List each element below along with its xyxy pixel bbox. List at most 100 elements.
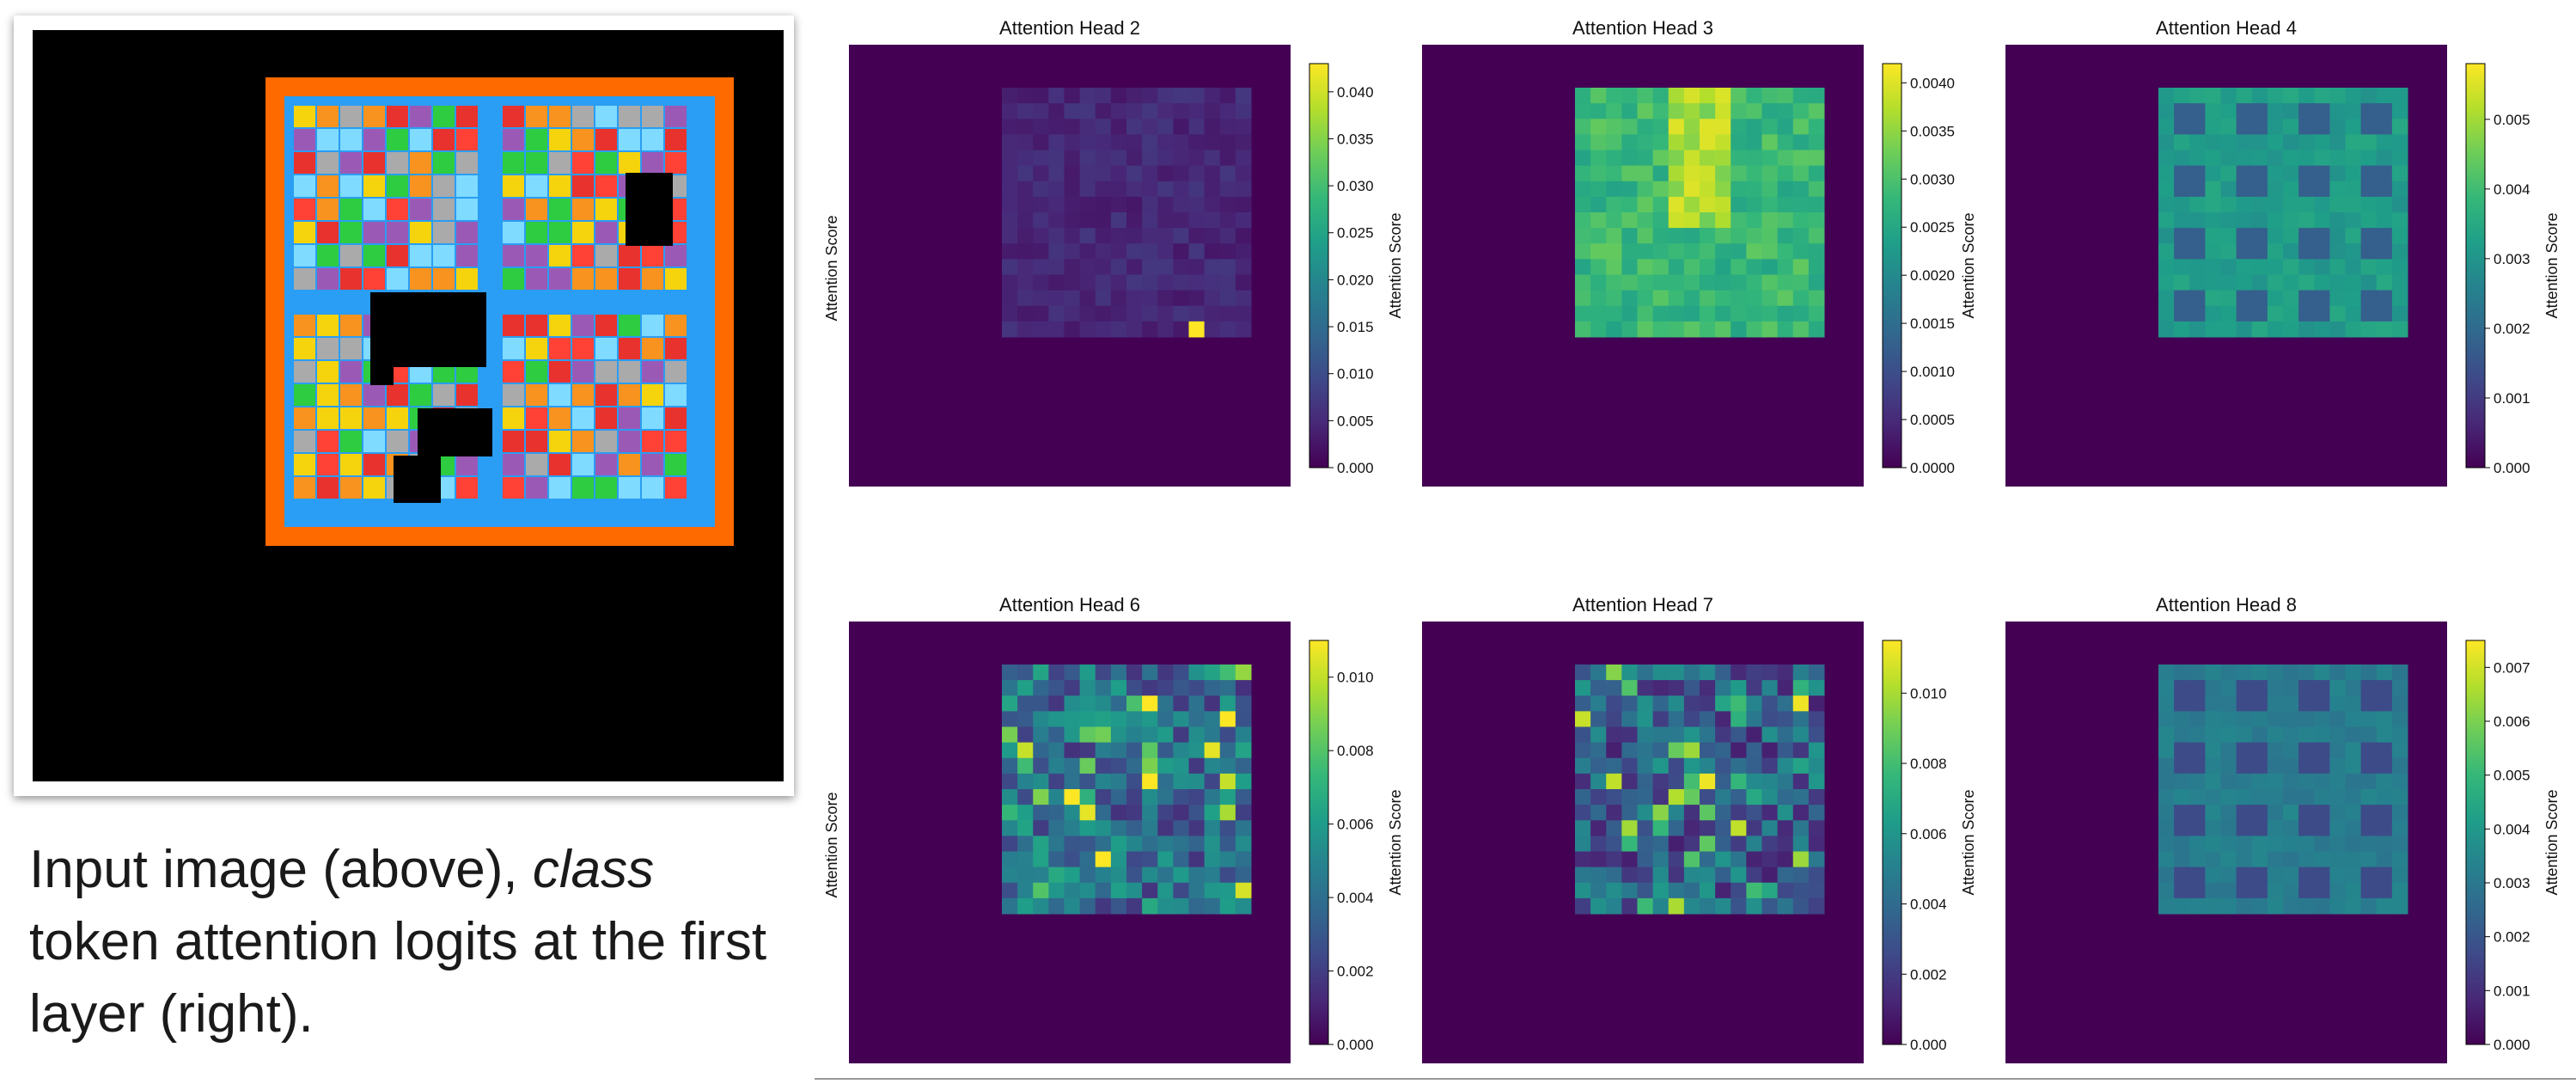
heatmap-cell bbox=[1110, 836, 1127, 852]
heatmap-cell bbox=[1575, 212, 1591, 229]
heatmap-cell bbox=[1017, 243, 1034, 260]
heatmap-cell bbox=[1126, 680, 1143, 696]
heatmap-cell bbox=[2174, 742, 2190, 759]
heatmap-cell bbox=[1064, 228, 1081, 244]
heatmap-cell bbox=[1235, 789, 1252, 805]
heatmap-cell bbox=[1668, 897, 1685, 915]
heatmap-cell bbox=[1808, 726, 1825, 744]
heatmap-cell bbox=[2360, 181, 2378, 198]
heatmap-cell bbox=[2329, 259, 2346, 275]
heatmap-cell bbox=[1777, 243, 1794, 260]
heatmap-cell bbox=[1204, 695, 1221, 712]
tile bbox=[642, 361, 663, 383]
heatmap-cell bbox=[1142, 88, 1158, 104]
heatmap-cell bbox=[1157, 181, 1174, 198]
heatmap-cell bbox=[1033, 196, 1049, 213]
heatmap-cell bbox=[2267, 726, 2284, 744]
colorbar-tick-label: 0.0030 bbox=[1910, 171, 1955, 187]
heatmap-cell bbox=[2189, 119, 2206, 135]
heatmap-cell bbox=[2267, 181, 2284, 198]
heatmap-cell bbox=[1808, 165, 1825, 182]
tile bbox=[433, 175, 455, 197]
heatmap-cell bbox=[2174, 103, 2190, 119]
heatmap-cell bbox=[1731, 664, 1747, 681]
tile bbox=[572, 222, 594, 243]
heatmap-cell bbox=[1700, 805, 1716, 821]
heatmap-cell bbox=[1746, 664, 1762, 681]
colorbar bbox=[2465, 63, 2486, 469]
heatmap-cell bbox=[2391, 119, 2408, 135]
heatmap-cell bbox=[1219, 228, 1236, 244]
heatmap-cell bbox=[2391, 867, 2408, 884]
heatmap-cell bbox=[1606, 742, 1622, 759]
heatmap-cell bbox=[2189, 757, 2206, 775]
heatmap-cell bbox=[1219, 165, 1236, 182]
heatmap-cell bbox=[2314, 274, 2330, 291]
tile bbox=[317, 407, 339, 429]
heatmap-cell bbox=[1173, 789, 1189, 805]
heatmap-cell bbox=[1110, 680, 1127, 696]
tile bbox=[294, 315, 315, 336]
heatmap-cell bbox=[2283, 664, 2299, 681]
heatmap-cell bbox=[1606, 150, 1622, 167]
heatmap-cell bbox=[2314, 119, 2330, 135]
heatmap-cell bbox=[1204, 103, 1221, 119]
heatmap-cell bbox=[1235, 88, 1252, 104]
tile bbox=[317, 315, 339, 336]
heatmap-cell bbox=[1219, 773, 1236, 790]
heatmap-cell bbox=[1777, 212, 1794, 229]
tile bbox=[340, 338, 362, 359]
heatmap-cell bbox=[1126, 243, 1143, 260]
tile bbox=[387, 407, 408, 429]
heatmap-cell bbox=[2391, 274, 2408, 291]
heatmap-cell bbox=[2360, 711, 2378, 727]
heatmap-cell bbox=[1219, 290, 1236, 307]
heatmap-cell bbox=[1700, 150, 1716, 167]
heatmap-cell bbox=[1064, 757, 1081, 775]
heatmap-cell bbox=[1126, 305, 1143, 322]
tile bbox=[503, 454, 524, 475]
heatmap-cell bbox=[1204, 882, 1221, 899]
heatmap-cell bbox=[1700, 103, 1716, 119]
heatmap-cell bbox=[2283, 757, 2299, 775]
heatmap-cell bbox=[1095, 88, 1112, 104]
tile bbox=[549, 315, 571, 336]
heatmap-cell bbox=[1048, 820, 1065, 836]
colorbar-tick-label: 0.0020 bbox=[1910, 267, 1955, 284]
heatmap-cell bbox=[1668, 664, 1685, 681]
heatmap-title: Attention Head 8 bbox=[2156, 594, 2297, 615]
heatmap-cell bbox=[2174, 836, 2190, 852]
heatmap-cell bbox=[2158, 290, 2175, 307]
heatmap-cell bbox=[2298, 820, 2315, 836]
colorbar-tick-label: 0.002 bbox=[1337, 964, 1374, 980]
heatmap-cell bbox=[2391, 742, 2408, 759]
tile bbox=[619, 361, 640, 383]
tile bbox=[503, 361, 524, 383]
heatmap-cell bbox=[2298, 134, 2315, 150]
input-image-card bbox=[14, 15, 794, 796]
heatmap-cell bbox=[1575, 820, 1591, 836]
tile bbox=[503, 384, 524, 406]
heatmap-cell bbox=[1142, 165, 1158, 182]
heatmap-cell bbox=[1033, 851, 1049, 868]
tile bbox=[433, 384, 455, 406]
heatmap-cell bbox=[1715, 897, 1731, 915]
occlusion-block bbox=[370, 292, 394, 385]
heatmap-cell bbox=[1126, 897, 1143, 915]
heatmap-cell bbox=[2314, 867, 2330, 884]
heatmap-cell bbox=[2391, 664, 2408, 681]
heatmap-cell bbox=[1606, 680, 1622, 696]
heatmap-cell bbox=[1590, 867, 1607, 884]
tile bbox=[503, 407, 524, 429]
heatmap-cell bbox=[1590, 243, 1607, 260]
heatmap-cell bbox=[2189, 321, 2206, 338]
heatmap-cell bbox=[1652, 212, 1670, 229]
heatmap-cell bbox=[1157, 726, 1174, 744]
heatmap-cell bbox=[1777, 789, 1794, 805]
heatmap-cell bbox=[1048, 321, 1065, 338]
heatmap-cell bbox=[1017, 196, 1034, 213]
tile bbox=[665, 338, 687, 359]
heatmap-cell bbox=[1761, 196, 1779, 213]
heatmap-cell bbox=[1173, 150, 1189, 167]
heatmap-cell bbox=[1204, 196, 1221, 213]
